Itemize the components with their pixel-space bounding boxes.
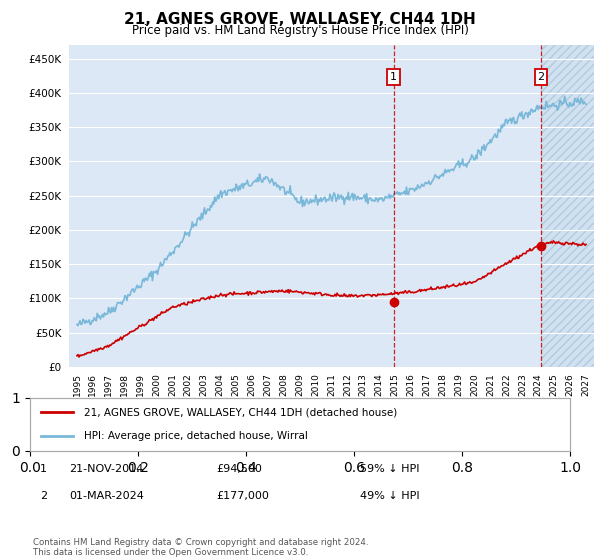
Text: Price paid vs. HM Land Registry's House Price Index (HPI): Price paid vs. HM Land Registry's House … <box>131 24 469 37</box>
Text: 21, AGNES GROVE, WALLASEY, CH44 1DH: 21, AGNES GROVE, WALLASEY, CH44 1DH <box>124 12 476 27</box>
Text: 21, AGNES GROVE, WALLASEY, CH44 1DH (detached house): 21, AGNES GROVE, WALLASEY, CH44 1DH (det… <box>84 408 397 418</box>
Text: 01-MAR-2024: 01-MAR-2024 <box>69 491 144 501</box>
Text: £94,500: £94,500 <box>216 464 262 474</box>
Bar <box>541 45 594 367</box>
Text: HPI: Average price, detached house, Wirral: HPI: Average price, detached house, Wirr… <box>84 431 308 441</box>
Text: 2: 2 <box>40 491 47 501</box>
Text: 49% ↓ HPI: 49% ↓ HPI <box>360 491 419 501</box>
Text: 59% ↓ HPI: 59% ↓ HPI <box>360 464 419 474</box>
Bar <box>541 45 594 367</box>
Text: 2: 2 <box>538 72 545 82</box>
Text: Contains HM Land Registry data © Crown copyright and database right 2024.
This d: Contains HM Land Registry data © Crown c… <box>33 538 368 557</box>
Text: 1: 1 <box>390 72 397 82</box>
Text: £177,000: £177,000 <box>216 491 269 501</box>
Text: 21-NOV-2014: 21-NOV-2014 <box>69 464 143 474</box>
Text: 1: 1 <box>40 464 47 474</box>
